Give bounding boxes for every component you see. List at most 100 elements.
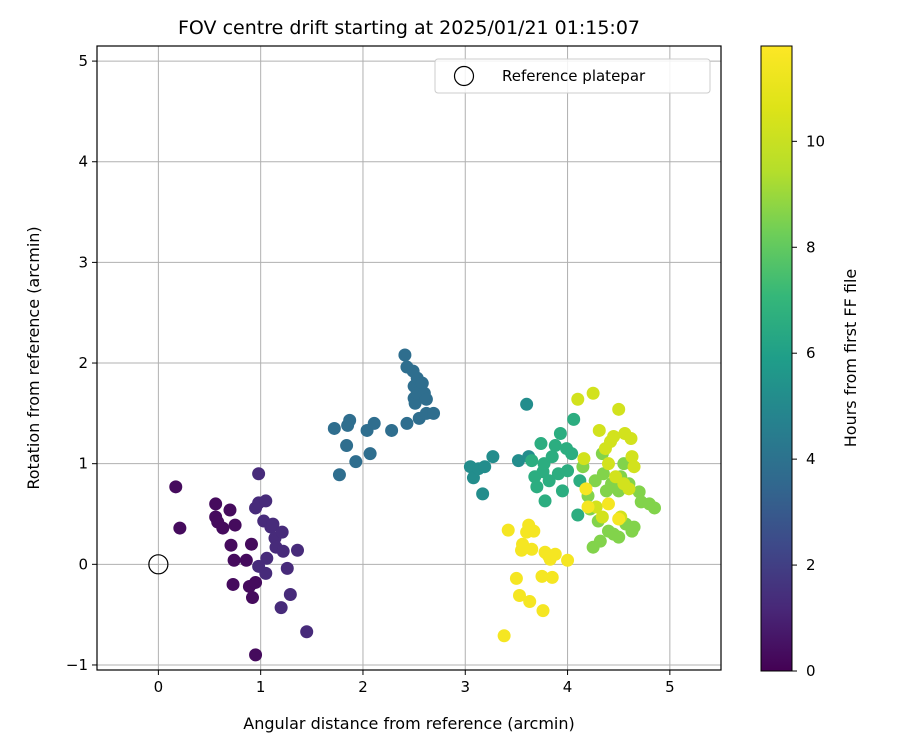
data-point [349, 455, 363, 469]
data-point [252, 467, 266, 481]
data-point [577, 452, 591, 466]
data-point [408, 396, 422, 410]
data-point [548, 547, 562, 561]
x-tick-label: 2 [358, 678, 368, 696]
data-point [571, 508, 585, 522]
colorbar-tick-label: 0 [806, 662, 816, 680]
plot-frame [96, 45, 722, 671]
x-tick-label: 1 [256, 678, 266, 696]
colorbar-tick-label: 8 [806, 238, 816, 256]
colorbar-tick-label: 4 [806, 450, 816, 468]
chart-title: FOV centre drift starting at 2025/01/21 … [178, 17, 640, 39]
y-tick-label: 0 [78, 555, 88, 573]
data-point [249, 648, 263, 662]
data-point [260, 551, 274, 565]
data-point [476, 487, 490, 501]
data-point [340, 439, 354, 453]
data-point [579, 482, 593, 496]
data-point [536, 604, 550, 618]
data-point [571, 392, 585, 406]
colorbar: 0 2 4 6 8 10 Hours from first FF file [760, 45, 860, 680]
data-points [169, 348, 662, 662]
data-point [592, 423, 606, 437]
data-point [542, 474, 556, 488]
data-point [593, 534, 607, 548]
colorbar-label: Hours from first FF file [841, 269, 860, 448]
data-point [612, 402, 626, 416]
data-point [332, 468, 346, 482]
x-tick-label: 5 [665, 678, 675, 696]
data-point [276, 544, 290, 558]
data-point [509, 571, 523, 585]
y-axis-label: Rotation from reference (arcmin) [24, 226, 43, 489]
colorbar-ticks: 0 2 4 6 8 10 [792, 132, 825, 680]
y-tick-label: 4 [78, 153, 88, 171]
data-point [525, 454, 539, 468]
y-tick-label: 2 [78, 354, 88, 372]
data-point [223, 503, 237, 517]
data-point [227, 553, 241, 567]
y-tick-label: 3 [78, 253, 88, 271]
data-point [478, 460, 492, 474]
data-point [245, 591, 259, 605]
data-point [530, 480, 544, 494]
data-point [617, 477, 631, 491]
data-point [595, 510, 609, 524]
colorbar-tick-label: 6 [806, 344, 816, 362]
legend-entry: Reference platepar [502, 67, 646, 85]
x-axis-label: Angular distance from reference (arcmin) [243, 714, 574, 733]
data-point [565, 447, 579, 461]
data-point [226, 577, 240, 591]
data-point [512, 589, 526, 603]
data-point [280, 561, 294, 575]
data-point [612, 512, 626, 526]
legend: Reference platepar [434, 58, 711, 94]
colorbar-gradient [760, 45, 793, 672]
data-point [501, 523, 515, 537]
data-point [601, 497, 615, 511]
data-point [363, 447, 377, 461]
data-point [601, 457, 615, 471]
data-point [612, 530, 626, 544]
data-point [523, 595, 537, 609]
data-point [249, 575, 263, 589]
data-point [581, 500, 595, 514]
legend-box [434, 58, 711, 94]
y-tick-label: 1 [78, 455, 88, 473]
data-point [224, 538, 238, 552]
data-point [385, 423, 399, 437]
data-point [216, 521, 230, 535]
data-point [283, 588, 297, 602]
data-point [561, 553, 575, 567]
legend-open-circle-icon [453, 65, 475, 87]
data-point [525, 542, 539, 556]
data-point [648, 501, 662, 515]
data-point [545, 450, 559, 464]
reference-platepar-circle [148, 554, 169, 575]
data-point [497, 629, 511, 643]
data-point [520, 397, 534, 411]
axis-ticks: 0 1 2 3 4 5 −1 0 1 2 3 4 5 [66, 52, 675, 696]
data-point [173, 521, 187, 535]
data-point [527, 524, 541, 538]
data-point [627, 520, 641, 534]
colorbar-tick-label: 2 [806, 556, 816, 574]
data-point [419, 392, 433, 406]
data-point [209, 497, 223, 511]
data-point [244, 537, 258, 551]
data-point [367, 416, 381, 430]
data-point [586, 386, 600, 400]
data-point [607, 430, 621, 444]
data-point [415, 376, 429, 390]
data-point [486, 450, 500, 464]
data-point [538, 494, 552, 508]
data-point [625, 450, 639, 464]
data-point [632, 485, 646, 499]
data-point [228, 518, 242, 532]
data-point [274, 601, 288, 615]
data-point [511, 454, 525, 468]
reference-marker [148, 554, 169, 575]
data-point [545, 570, 559, 584]
data-point [239, 553, 253, 567]
data-point [259, 494, 273, 508]
